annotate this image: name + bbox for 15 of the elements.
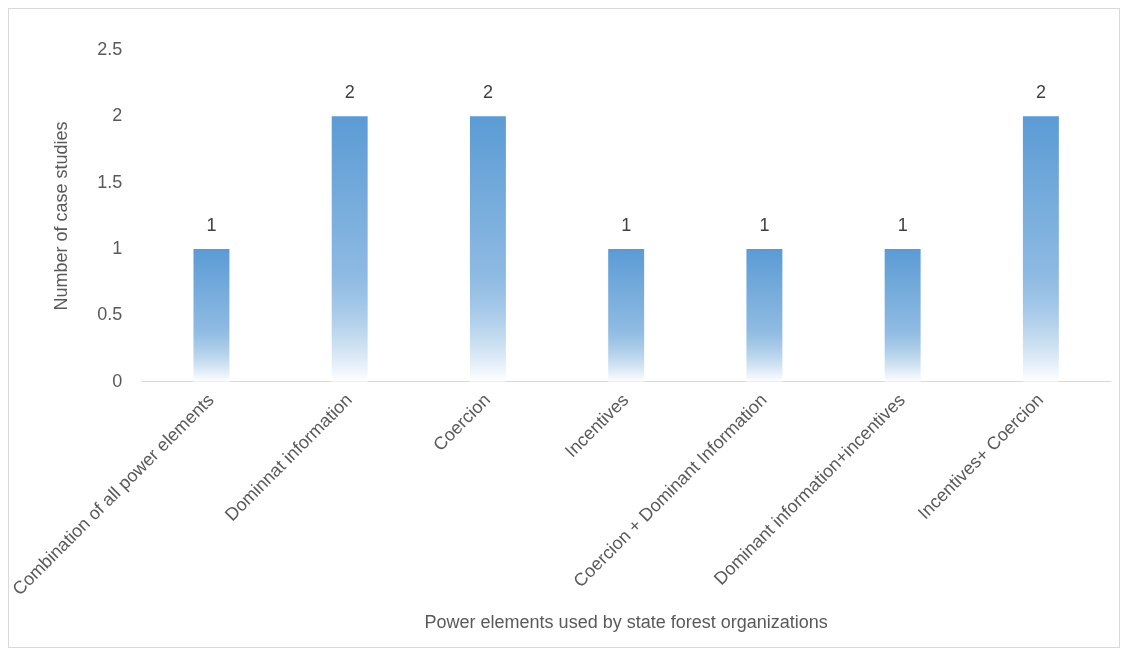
data-label: 1 [759, 215, 770, 236]
y-tick-label: 0 [112, 370, 123, 391]
y-axis-title: Number of case studies [51, 121, 72, 311]
data-label: 1 [621, 215, 632, 236]
y-tick-label: 2 [112, 105, 123, 126]
x-axis-title: Power elements used by state forest organizations [424, 612, 828, 633]
y-tick-label: 1.5 [97, 171, 123, 192]
data-label: 2 [344, 82, 355, 103]
data-label: 1 [206, 215, 217, 236]
y-tick-label: 1 [112, 238, 123, 259]
data-label: 2 [1035, 82, 1046, 103]
y-tick-label: 2.5 [97, 38, 123, 59]
data-label: 2 [482, 82, 493, 103]
y-tick-label: 0.5 [97, 304, 123, 325]
data-label: 1 [897, 215, 908, 236]
